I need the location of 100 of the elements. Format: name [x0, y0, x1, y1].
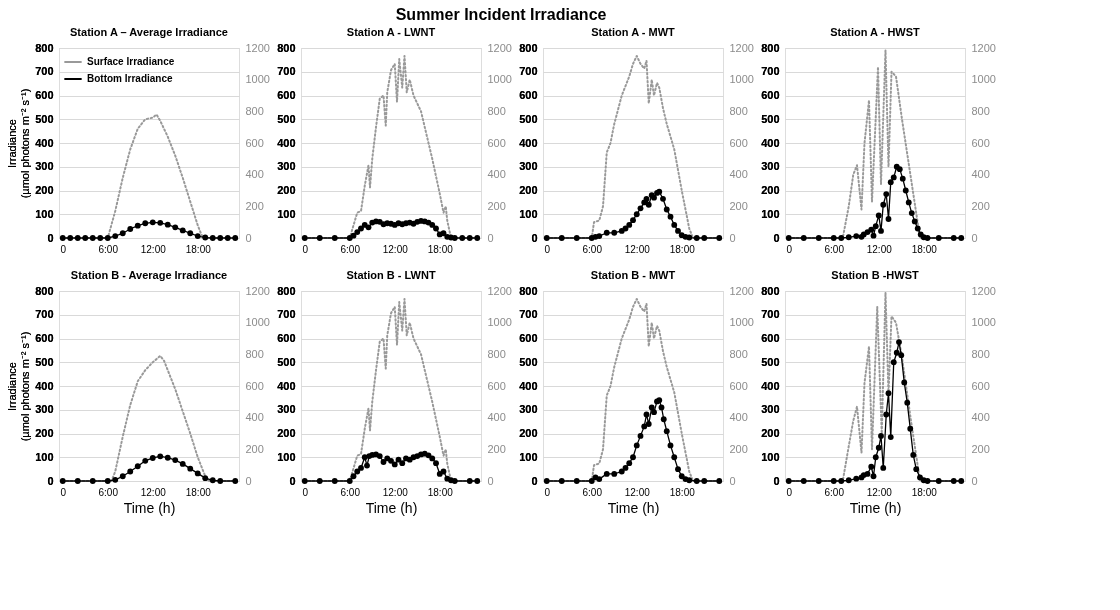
y-tick-label: 500: [761, 355, 780, 368]
x-tick-label: 12:00: [382, 243, 409, 255]
y-tick-label: 500: [35, 112, 54, 125]
y-tick-label: 400: [35, 136, 54, 149]
x-tick-label: 0: [544, 243, 551, 255]
y2-tick-label: 0: [971, 474, 978, 487]
y2-tick-label: 200: [971, 199, 990, 212]
y-tick-label: 400: [35, 379, 54, 392]
y2-tick-label: 200: [487, 442, 506, 455]
chart-title: Station A – Average Irradiance: [70, 26, 228, 38]
y-tick-label: 300: [761, 160, 780, 173]
x-tick-label: 18:00: [911, 243, 938, 255]
y2-tick-label: 400: [245, 168, 264, 181]
y2-tick-label: 1200: [487, 284, 512, 297]
y2-tick-label: 200: [245, 199, 264, 212]
y2-tick-label: 1000: [245, 73, 270, 86]
x-tick-label: 18:00: [427, 486, 454, 498]
y-tick-label: 400: [277, 379, 296, 392]
y-tick-label: 100: [761, 207, 780, 220]
y-tick-label: 500: [761, 112, 780, 125]
y2-tick-label: 1000: [971, 316, 996, 329]
y2-tick-label: 800: [487, 347, 506, 360]
x-tick-label: 0: [786, 486, 793, 498]
y-tick-label: 100: [761, 450, 780, 463]
x-tick-label: 6:00: [98, 486, 119, 498]
y-tick-label: 300: [277, 403, 296, 416]
y-tick-label: 700: [277, 308, 296, 321]
y2-tick-label: 0: [729, 474, 736, 487]
y-tick-label: 400: [761, 136, 780, 149]
y-tick-label: 100: [519, 207, 538, 220]
y-tick-label: 0: [531, 474, 538, 487]
chart-title: Station A - LWNT: [346, 26, 436, 38]
x-tick-label: 18:00: [669, 486, 696, 498]
y2-tick-label: 600: [487, 136, 506, 149]
y2-tick-label: 0: [245, 231, 252, 244]
y2-tick-label: 1200: [729, 41, 754, 54]
y2-tick-label: 400: [487, 411, 506, 424]
y-tick-label: 600: [761, 89, 780, 101]
x-tick-label: 12:00: [140, 486, 167, 498]
x-tick-label: 0: [544, 486, 551, 498]
y-tick-label: 600: [277, 332, 296, 344]
y-tick-label: 0: [289, 474, 296, 487]
y-tick-label: 600: [277, 89, 296, 101]
chart-title: Station B - MWT: [590, 269, 676, 281]
y2-tick-label: 600: [487, 379, 506, 392]
y-tick-label: 600: [35, 89, 54, 101]
y-tick-label: 500: [519, 112, 538, 125]
y2-tick-label: 1000: [971, 73, 996, 86]
x-tick-label: 18:00: [185, 243, 212, 255]
y2-tick-label: 0: [487, 231, 494, 244]
x-tick-label: 18:00: [427, 243, 454, 255]
y-tick-label: 300: [35, 403, 54, 416]
y2-tick-label: 600: [971, 379, 990, 392]
y-tick-label: 400: [519, 379, 538, 392]
x-tick-label: 0: [302, 486, 309, 498]
y-tick-label: 300: [277, 160, 296, 173]
y2-tick-label: 0: [245, 474, 252, 487]
x-tick-label: 6:00: [824, 486, 845, 498]
y-tick-label: 800: [35, 41, 54, 54]
y-tick-label: 700: [35, 65, 54, 78]
x-tick-label: 12:00: [624, 486, 651, 498]
y2-tick-label: 1000: [729, 316, 754, 329]
y-tick-label: 100: [277, 207, 296, 220]
x-tick-label: 18:00: [669, 243, 696, 255]
y2-tick-label: 200: [729, 442, 748, 455]
y-tick-label: 800: [519, 41, 538, 54]
y-tick-label: 600: [761, 332, 780, 344]
x-tick-label: 12:00: [866, 486, 893, 498]
y-tick-label: 200: [519, 184, 538, 196]
y-tick-label: 300: [761, 403, 780, 416]
x-axis-title: Time (h): [365, 499, 418, 516]
y-tick-label: 200: [761, 184, 780, 196]
x-tick-label: 6:00: [824, 243, 845, 255]
y-tick-label: 0: [531, 231, 538, 244]
y2-tick-label: 1200: [245, 41, 270, 54]
y-tick-label: 700: [761, 65, 780, 78]
y-tick-label: 100: [35, 207, 54, 220]
y-tick-label: 0: [47, 231, 54, 244]
y2-tick-label: 400: [729, 168, 748, 181]
y-tick-label: 500: [277, 112, 296, 125]
y-tick-label: 300: [519, 403, 538, 416]
y2-tick-label: 800: [487, 104, 506, 117]
y2-tick-label: 1000: [487, 73, 512, 86]
x-tick-label: 6:00: [340, 243, 361, 255]
y-tick-label: 0: [289, 231, 296, 244]
y2-tick-label: 400: [971, 168, 990, 181]
y-tick-label: 800: [277, 41, 296, 54]
y-tick-label: 400: [277, 136, 296, 149]
y-tick-label: 400: [519, 136, 538, 149]
y2-tick-label: 200: [487, 199, 506, 212]
y-tick-label: 200: [761, 427, 780, 439]
y-tick-label: 0: [773, 231, 780, 244]
x-tick-label: 18:00: [911, 486, 938, 498]
chart-title: Station B -HWST: [831, 269, 919, 281]
y-tick-label: 0: [773, 474, 780, 487]
x-axis-title: Time (h): [123, 499, 176, 516]
y-tick-label: 100: [277, 450, 296, 463]
x-tick-label: 6:00: [582, 243, 603, 255]
y2-tick-label: 1200: [245, 284, 270, 297]
y2-tick-label: 1200: [971, 41, 996, 54]
